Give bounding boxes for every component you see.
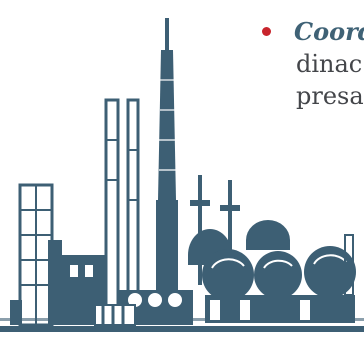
left-tower-structure [10, 183, 62, 327]
spherical-tanks [202, 246, 356, 323]
middle-machinery [62, 255, 193, 326]
tall-chimney [156, 18, 178, 320]
bullet-text-line-2: dinac [296, 50, 363, 78]
bullet-dot-icon [262, 27, 271, 36]
lattice-columns [104, 98, 140, 322]
bullet-text-line-3: presa [296, 82, 364, 110]
